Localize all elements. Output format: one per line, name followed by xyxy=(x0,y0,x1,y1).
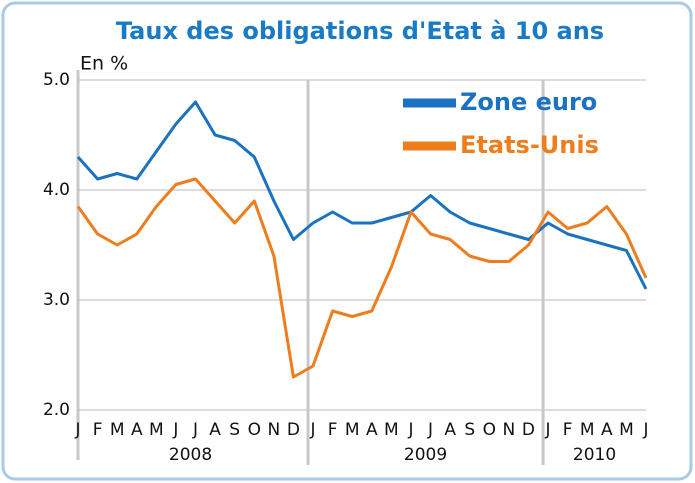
x-tick-label: A xyxy=(601,420,613,440)
x-tick-label: D xyxy=(287,420,300,440)
x-tick-label: A xyxy=(444,420,456,440)
x-tick-label: S xyxy=(229,420,240,440)
x-tick-label: J xyxy=(642,420,648,440)
x-tick-label: F xyxy=(563,420,573,440)
year-label: 2008 xyxy=(169,445,212,465)
x-tick-label: M xyxy=(580,420,595,440)
x-tick-label: D xyxy=(522,420,535,440)
x-tick-label: M xyxy=(619,420,634,440)
x-tick-label: J xyxy=(310,420,316,440)
x-tick-label: J xyxy=(74,420,80,440)
x-tick-label: J xyxy=(192,420,198,440)
x-tick-label: O xyxy=(248,420,261,440)
x-tick-label: J xyxy=(172,420,178,440)
series-line xyxy=(76,177,648,379)
x-tick-label: F xyxy=(328,420,338,440)
x-tick-label: N xyxy=(503,420,516,440)
x-tick-label: M xyxy=(110,420,125,440)
x-tick-label: F xyxy=(93,420,103,440)
x-tick-label: M xyxy=(384,420,399,440)
x-tick-label: N xyxy=(268,420,281,440)
x-tick-label: O xyxy=(483,420,496,440)
x-tick-label: M xyxy=(345,420,360,440)
x-tick-label: S xyxy=(464,420,475,440)
x-tick-label: A xyxy=(209,420,221,440)
year-label: 2010 xyxy=(573,445,616,465)
y-tick-label: 2.0 xyxy=(43,400,70,420)
y-axis-label: En % xyxy=(80,53,128,75)
x-tick-label: A xyxy=(366,420,378,440)
series-line xyxy=(76,100,648,290)
y-tick-label: 5.0 xyxy=(43,70,70,90)
x-tick-label: J xyxy=(427,420,433,440)
x-tick-label: M xyxy=(149,420,164,440)
legend-label: Etats-Unis xyxy=(460,131,599,159)
year-label: 2009 xyxy=(404,445,447,465)
legend-label: Zone euro xyxy=(460,88,597,116)
x-tick-label: J xyxy=(545,420,551,440)
y-tick-label: 4.0 xyxy=(43,180,70,200)
y-tick-label: 3.0 xyxy=(43,290,70,310)
chart-title: Taux des obligations d'Etat à 10 ans xyxy=(116,17,604,45)
x-tick-label: J xyxy=(407,420,413,440)
x-tick-label: A xyxy=(131,420,143,440)
